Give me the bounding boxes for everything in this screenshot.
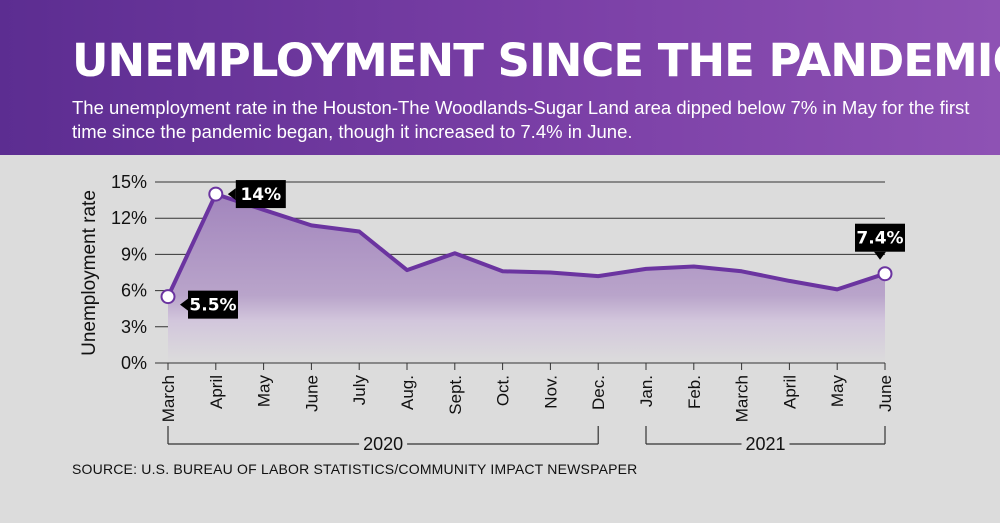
chart-subtitle: The unemployment rate in the Houston-The…: [72, 97, 970, 142]
callout-pointer: [180, 298, 188, 311]
y-tick-label: 12%: [111, 208, 147, 228]
year-brackets: 2020 2021: [167, 426, 886, 454]
x-tick-label: March: [733, 375, 752, 422]
x-tick-label: Aug.: [398, 375, 417, 410]
x-tick-label: May: [828, 375, 847, 408]
x-tick-label: April: [207, 375, 226, 409]
y-tick-label: 3%: [121, 317, 147, 337]
header-banner: UNEMPLOYMENT SINCE THE PANDEMIC The unem…: [0, 0, 1000, 155]
series-line: [166, 192, 887, 299]
data-points: [160, 186, 893, 305]
highlight-point: [208, 186, 224, 202]
highlight-point: [877, 266, 893, 282]
unemployment-chart: 0% 3% 6% 9% 12% 15% March April May June July Aug.…: [79, 172, 905, 454]
year-label: 2021: [745, 434, 785, 454]
highlight-point: [160, 289, 176, 305]
series-area: [168, 194, 885, 363]
x-tick-label: Sept.: [446, 375, 465, 415]
x-tick-label: March: [159, 375, 178, 422]
callout-pointer: [227, 188, 236, 201]
callout-label: 14%: [240, 185, 281, 205]
callout-box: [855, 223, 905, 252]
x-tick-label: Oct.: [494, 375, 513, 406]
callout-box: [235, 180, 286, 209]
x-tick-label: June: [302, 375, 321, 412]
callout-box: [188, 290, 238, 319]
x-tick-label: May: [255, 375, 274, 408]
callouts: 5.5% 14% 7.4%: [180, 180, 905, 319]
x-tick-label: July: [350, 375, 369, 406]
y-tick-label: 0%: [121, 353, 147, 373]
x-tick-label: Jan.: [637, 375, 656, 407]
y-tick-label: 6%: [121, 281, 147, 301]
x-tick-label: June: [876, 375, 895, 412]
source-note: SOURCE: U.S. BUREAU OF LABOR STATISTICS/…: [72, 461, 638, 477]
x-tick-label: Feb.: [685, 375, 704, 409]
callout-label: 7.4%: [856, 229, 903, 249]
x-tick-labels: March April May June July Aug. Sept. Oct. Nov. De…: [159, 375, 895, 423]
callout-label: 5.5%: [189, 296, 236, 316]
y-tick-labels: 0% 3% 6% 9% 12% 15%: [111, 172, 147, 373]
y-tick-label: 15%: [111, 172, 147, 192]
y-tick-label: 9%: [121, 244, 147, 264]
x-tick-label: April: [780, 375, 799, 409]
area-layer: [166, 192, 887, 363]
axis-layer: [155, 362, 886, 370]
chart-title: UNEMPLOYMENT SINCE THE PANDEMIC: [72, 34, 1000, 87]
callout: 14%: [227, 180, 286, 209]
x-tick-label: Nov.: [541, 375, 560, 409]
callout: 5.5%: [180, 290, 238, 319]
callout: 7.4%: [855, 223, 905, 260]
y-axis-label: Unemployment rate: [79, 190, 100, 356]
year-label: 2020: [363, 434, 403, 454]
x-tick-label: Dec.: [589, 375, 608, 410]
callout-pointer: [874, 251, 886, 260]
